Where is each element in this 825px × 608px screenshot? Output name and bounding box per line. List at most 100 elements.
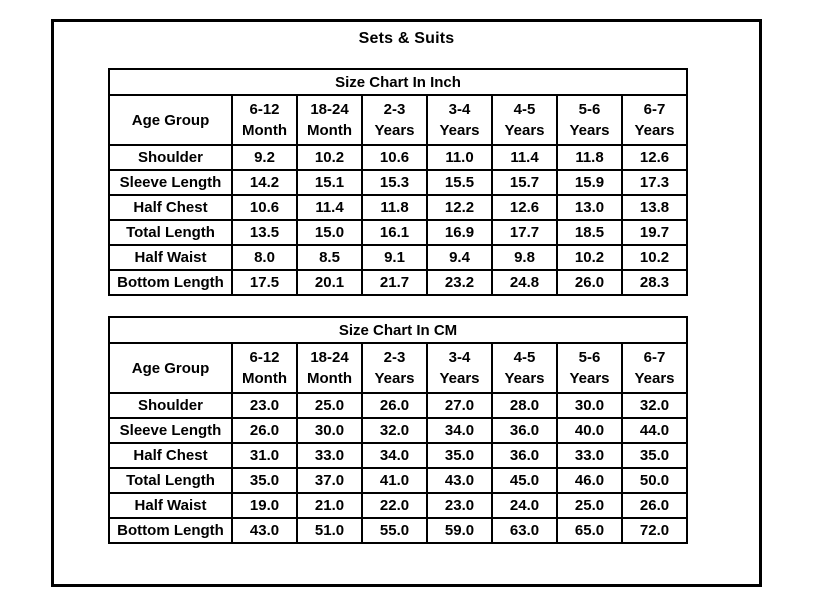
table-title: Size Chart In CM [108,316,688,344]
size-cell: 17.5 [231,269,298,296]
size-cell: 34.0 [361,442,428,469]
size-cell: 25.0 [296,392,363,419]
page-title: Sets & Suits [358,30,455,47]
size-cell: 16.9 [426,219,493,246]
row-label: Sleeve Length [108,169,233,196]
size-cell: 65.0 [556,517,623,544]
size-cell: 24.0 [491,492,558,519]
size-cell: 14.2 [231,169,298,196]
table-header-row: Age Group 6-12 Month 18-24 Month 2-3 Years 3… [108,342,688,394]
size-cell: 10.2 [621,244,688,271]
size-cell: 23.0 [426,492,493,519]
size-cell: 20.1 [296,269,363,296]
row-label: Shoulder [108,144,233,171]
table-header-row: Age Group 6-12 Month 18-24 Month 2-3 Years 3… [108,94,688,146]
size-cell: 24.8 [491,269,558,296]
size-cell: 31.0 [231,442,298,469]
size-cell: 10.6 [231,194,298,221]
size-cell: 34.0 [426,417,493,444]
col-header: 2-3 Years [361,94,428,146]
size-cell: 10.6 [361,144,428,171]
size-cell: 22.0 [361,492,428,519]
col-header: 6-12 Month [231,94,298,146]
table-title-row: Size Chart In CM [108,316,688,344]
size-cell: 23.2 [426,269,493,296]
document-frame: Sets & Suits Size Chart In Inch Age Group… [51,19,762,587]
size-cell: 37.0 [296,467,363,494]
size-cell: 11.0 [426,144,493,171]
size-cell: 12.6 [621,144,688,171]
size-cell: 35.0 [231,467,298,494]
size-cell: 25.0 [556,492,623,519]
size-cell: 33.0 [556,442,623,469]
size-cell: 16.1 [361,219,428,246]
size-cell: 55.0 [361,517,428,544]
table-row: Half Waist 8.0 8.5 9.1 9.4 9.8 10.2 10.2 [108,244,688,271]
size-cell: 43.0 [426,467,493,494]
size-cell: 36.0 [491,417,558,444]
col-header: 6-7 Years [621,342,688,394]
size-cell: 19.0 [231,492,298,519]
size-cell: 15.0 [296,219,363,246]
size-cell: 44.0 [621,417,688,444]
col-header: 5-6 Years [556,94,623,146]
col-header: 18-24 Month [296,94,363,146]
size-cell: 9.8 [491,244,558,271]
col-header: 4-5 Years [491,94,558,146]
size-cell: 26.0 [361,392,428,419]
size-table-inch: Size Chart In Inch Age Group 6-12 Month 18-… [108,68,688,296]
size-cell: 21.0 [296,492,363,519]
size-cell: 59.0 [426,517,493,544]
size-cell: 32.0 [621,392,688,419]
size-cell: 21.7 [361,269,428,296]
size-cell: 43.0 [231,517,298,544]
row-label: Total Length [108,219,233,246]
size-cell: 11.4 [491,144,558,171]
size-table-cm: Size Chart In CM Age Group 6-12 Month 18-24… [108,316,688,544]
size-cell: 23.0 [231,392,298,419]
table-row: Shoulder 23.0 25.0 26.0 27.0 28.0 30.0 32.0 [108,392,688,419]
size-cell: 72.0 [621,517,688,544]
size-cell: 26.0 [621,492,688,519]
size-cell: 15.3 [361,169,428,196]
size-cell: 40.0 [556,417,623,444]
size-cell: 15.1 [296,169,363,196]
age-group-header: Age Group [108,94,233,146]
size-cell: 15.7 [491,169,558,196]
size-cell: 50.0 [621,467,688,494]
size-cell: 17.3 [621,169,688,196]
col-header: 6-12 Month [231,342,298,394]
size-cell: 8.0 [231,244,298,271]
row-label: Half Waist [108,492,233,519]
size-cell: 9.1 [361,244,428,271]
size-cell: 51.0 [296,517,363,544]
col-header: 4-5 Years [491,342,558,394]
size-cell: 13.8 [621,194,688,221]
size-cell: 30.0 [296,417,363,444]
table-title-row: Size Chart In Inch [108,68,688,96]
table-row: Sleeve Length 14.2 15.1 15.3 15.5 15.7 15.9 17.… [108,169,688,196]
size-cell: 63.0 [491,517,558,544]
size-cell: 45.0 [491,467,558,494]
size-cell: 33.0 [296,442,363,469]
table-row: Shoulder 9.2 10.2 10.6 11.0 11.4 11.8 12.6 [108,144,688,171]
size-cell: 11.4 [296,194,363,221]
row-label: Half Chest [108,442,233,469]
size-cell: 26.0 [556,269,623,296]
table-row: Half Chest 31.0 33.0 34.0 35.0 36.0 33.0 35.0 [108,442,688,469]
size-cell: 35.0 [426,442,493,469]
size-cell: 8.5 [296,244,363,271]
size-cell: 11.8 [361,194,428,221]
table-row: Half Waist 19.0 21.0 22.0 23.0 24.0 25.0 26.0 [108,492,688,519]
table-row: Sleeve Length 26.0 30.0 32.0 34.0 36.0 40.0 44.… [108,417,688,444]
size-cell: 12.6 [491,194,558,221]
row-label: Sleeve Length [108,417,233,444]
size-cell: 13.0 [556,194,623,221]
size-cell: 18.5 [556,219,623,246]
size-tables-container: Size Chart In Inch Age Group 6-12 Month 18-… [54,68,759,544]
row-label: Bottom Length [108,269,233,296]
col-header: 2-3 Years [361,342,428,394]
size-cell: 35.0 [621,442,688,469]
col-header: 18-24 Month [296,342,363,394]
size-cell: 12.2 [426,194,493,221]
